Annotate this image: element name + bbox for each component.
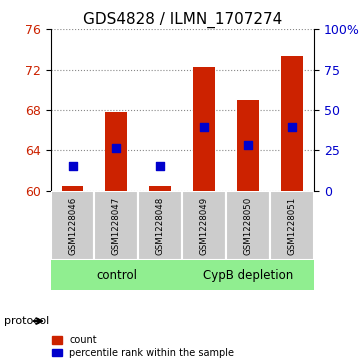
Text: GSM1228048: GSM1228048 <box>156 196 165 255</box>
Text: GSM1228049: GSM1228049 <box>200 197 209 255</box>
Text: GSM1228050: GSM1228050 <box>244 196 253 255</box>
Bar <box>138 191 182 260</box>
Text: control: control <box>96 269 137 282</box>
Point <box>70 163 75 168</box>
Text: CypB depletion: CypB depletion <box>203 269 293 282</box>
Bar <box>270 191 314 260</box>
Text: GSM1228047: GSM1228047 <box>112 196 121 255</box>
Text: GSM1228051: GSM1228051 <box>288 196 297 255</box>
Bar <box>61 186 83 191</box>
Text: GSM1228046: GSM1228046 <box>68 196 77 255</box>
Point <box>289 124 295 130</box>
Point <box>113 146 119 151</box>
Bar <box>237 100 259 191</box>
Title: GDS4828 / ILMN_1707274: GDS4828 / ILMN_1707274 <box>83 12 282 28</box>
Bar <box>281 56 303 191</box>
Bar <box>51 191 95 260</box>
Bar <box>182 191 226 260</box>
Point <box>201 124 207 130</box>
Bar <box>193 68 215 191</box>
Text: protocol: protocol <box>4 316 49 326</box>
Bar <box>149 186 171 191</box>
Bar <box>226 191 270 260</box>
Point <box>245 143 251 148</box>
Bar <box>105 112 127 191</box>
Bar <box>182 260 314 290</box>
Point <box>157 163 163 168</box>
Bar <box>95 191 138 260</box>
Legend: count, percentile rank within the sample: count, percentile rank within the sample <box>52 335 234 358</box>
Bar <box>51 260 182 290</box>
